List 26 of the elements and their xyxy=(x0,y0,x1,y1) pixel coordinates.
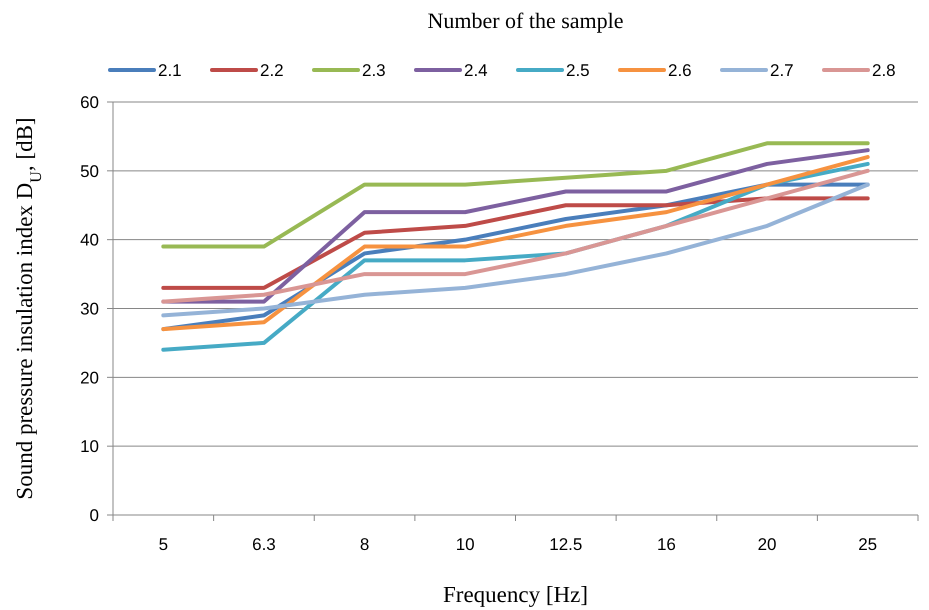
legend-label: 2.3 xyxy=(362,60,386,80)
x-tick-label: 8 xyxy=(360,535,370,554)
legend-label: 2.1 xyxy=(158,60,182,80)
legend-label: 2.5 xyxy=(566,60,590,80)
legend-label: 2.6 xyxy=(668,60,692,80)
y-tick-label: 0 xyxy=(90,506,99,525)
y-tick-label: 40 xyxy=(80,230,99,250)
x-tick-label: 10 xyxy=(456,535,475,554)
y-tick-label: 60 xyxy=(80,92,99,112)
y-tick-label: 30 xyxy=(80,299,99,318)
line-series xyxy=(161,141,870,249)
y-tick-label: 50 xyxy=(80,162,99,181)
y-tick-label: 20 xyxy=(80,368,99,388)
legend-label: 2.8 xyxy=(872,60,896,80)
x-tick-label: 12.5 xyxy=(549,535,582,554)
legend-title: Number of the sample xyxy=(427,8,624,33)
x-axis-title: Frequency [Hz] xyxy=(443,582,588,607)
legend-label: 2.4 xyxy=(464,60,488,80)
x-tick-label: 6.3 xyxy=(252,535,276,554)
x-tick-label: 5 xyxy=(158,535,168,554)
x-tick-label: 20 xyxy=(758,535,777,554)
y-tick-label: 10 xyxy=(80,437,99,456)
legend-label: 2.2 xyxy=(260,60,284,80)
legend-label: 2.7 xyxy=(770,60,794,80)
x-tick-label: 16 xyxy=(656,535,676,554)
x-tick-label: 25 xyxy=(858,535,878,554)
